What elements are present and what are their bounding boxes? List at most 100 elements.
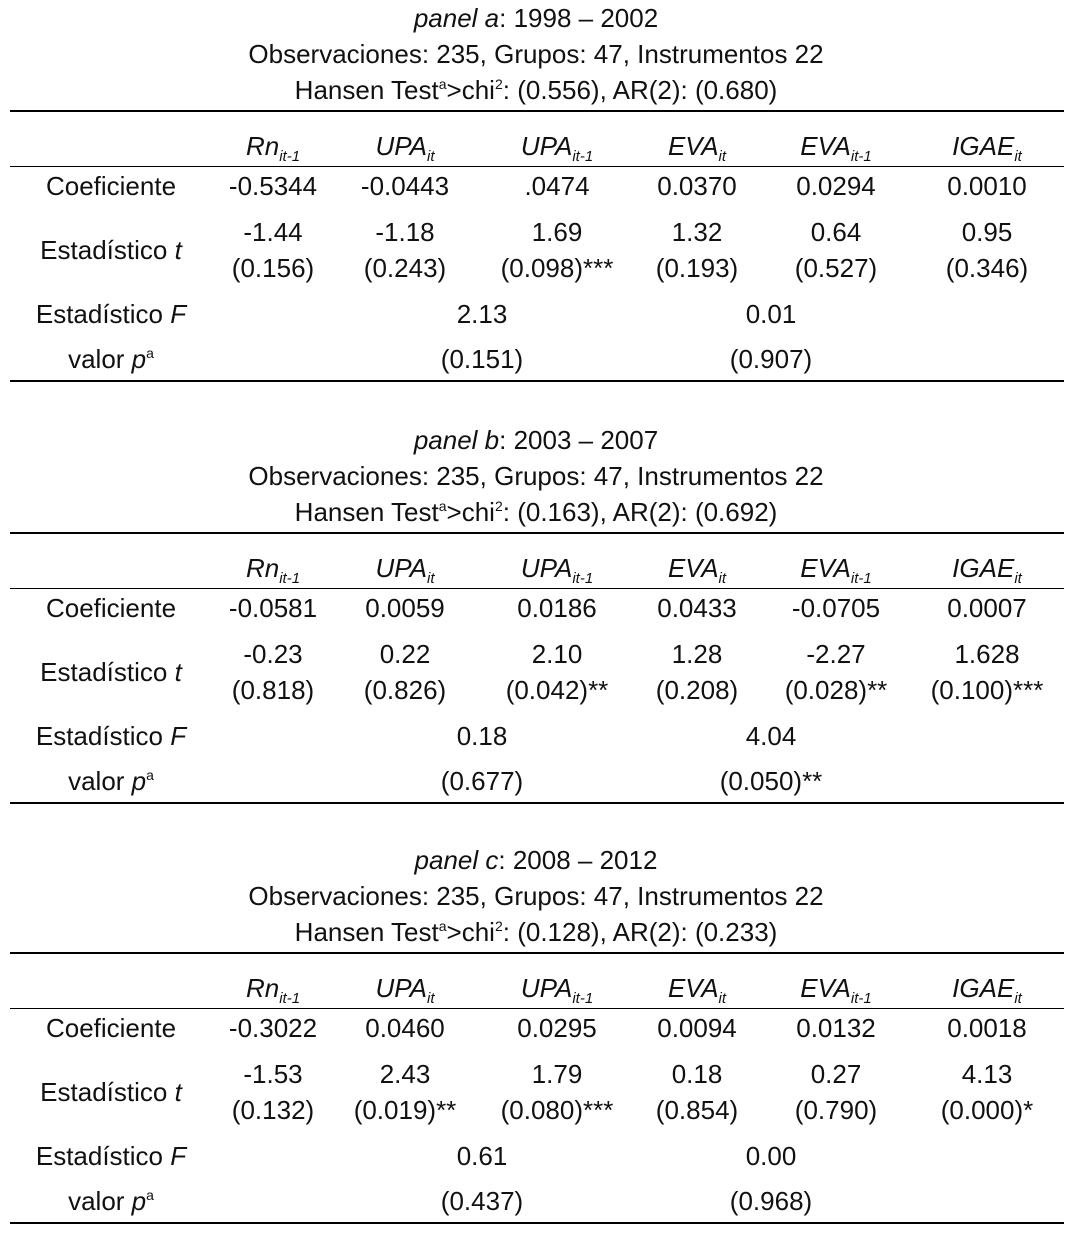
hansen-line: Hansen Testa>chi2: (0.128), AR(2): (0.23…: [295, 917, 778, 947]
coef-cell: -0.3022: [228, 1013, 318, 1043]
hansen-label: Hansen Test: [294, 497, 439, 527]
column-header-var: IGAE: [952, 131, 1015, 161]
coef-cell: 0.0059: [365, 593, 445, 623]
f-stat-cell: 0.18: [456, 721, 508, 751]
coef-cell: 0.0433: [657, 593, 737, 623]
p-value-cell: (0.156): [231, 253, 315, 283]
p-value-cell: (0.098)***: [500, 253, 614, 283]
hansen-values: : (0.163), AR(2): (0.692): [502, 497, 778, 527]
column-header: UPAit-1: [521, 131, 593, 164]
row-label-pvalue: valor pa: [68, 344, 154, 374]
fstat-prefix: Estadístico: [35, 299, 171, 329]
column-header-sub: it: [427, 990, 435, 1007]
header-rule: [10, 588, 1064, 589]
header-rule: [10, 1008, 1064, 1009]
t-stat-cell: 2.10: [531, 639, 583, 669]
column-header-var: Rn: [245, 973, 280, 1003]
t-stat-cell: 1.28: [671, 639, 723, 669]
panel-title-years: : 1998 – 2002: [499, 3, 659, 33]
coef-cell: 0.0460: [365, 1013, 445, 1043]
t-stat-cell: 2.43: [379, 1059, 431, 1089]
f-pvalue-cell: (0.907): [729, 344, 813, 374]
column-header-var: EVA: [800, 973, 851, 1003]
p-value-cell: (0.243): [363, 253, 447, 283]
coef-cell: -0.0443: [360, 171, 450, 201]
f-stat-cell: 0.01: [745, 299, 797, 329]
coef-cell: -0.5344: [228, 171, 318, 201]
p-value-cell: (0.100)***: [930, 675, 1044, 705]
hansen-chi: >chi: [446, 917, 495, 947]
p-value-cell: (0.019)**: [353, 1095, 457, 1125]
p-value-cell: (0.208): [655, 675, 739, 705]
tstat-var: t: [174, 1077, 182, 1107]
panel-a: panel a: 1998 – 2002 Observaciones: 235, …: [0, 0, 1068, 400]
observations-line: Observaciones: 235, Grupos: 47, Instrume…: [248, 39, 824, 69]
column-header-var: EVA: [800, 131, 851, 161]
t-stat-cell: -1.44: [243, 217, 303, 247]
f-pvalue-cell: (0.968): [729, 1186, 813, 1216]
t-stat-cell: 0.64: [810, 217, 862, 247]
row-label-tstat: Estadístico t: [40, 235, 182, 265]
column-header: IGAEit: [952, 553, 1022, 586]
t-stat-cell: 1.69: [531, 217, 583, 247]
fstat-var: F: [170, 721, 187, 751]
f-stat-cell: 4.04: [745, 721, 797, 751]
t-stat-cell: 1.32: [671, 217, 723, 247]
p-value-cell: (0.790): [794, 1095, 878, 1125]
column-header-var: EVA: [800, 553, 851, 583]
column-header-var: UPA: [520, 973, 573, 1003]
bottom-rule: [10, 380, 1064, 382]
column-header: UPAit: [375, 131, 434, 164]
tstat-var: t: [174, 657, 182, 687]
pval-superscript: a: [146, 345, 154, 361]
observations-line: Observaciones: 235, Grupos: 47, Instrume…: [248, 881, 824, 911]
f-stat-cell: 0.61: [456, 1141, 508, 1171]
fstat-prefix: Estadístico: [35, 1141, 171, 1171]
column-header: UPAit: [375, 973, 434, 1006]
f-stat-cell: 2.13: [456, 299, 508, 329]
fstat-var: F: [170, 1141, 187, 1171]
row-label-pvalue: valor pa: [68, 1186, 154, 1216]
column-header: EVAit-1: [800, 131, 871, 164]
column-header: Rnit-1: [245, 973, 300, 1006]
p-value-cell: (0.000)*: [940, 1095, 1034, 1125]
hansen-label: Hansen Test: [294, 917, 439, 947]
coef-cell: 0.0132: [796, 1013, 876, 1043]
f-pvalue-cell: (0.151): [440, 344, 524, 374]
coef-cell: 0.0007: [947, 593, 1027, 623]
fstat-var: F: [170, 299, 187, 329]
pval-superscript: a: [146, 1187, 154, 1203]
row-label-fstat: Estadístico F: [36, 721, 186, 751]
row-label-pvalue: valor pa: [68, 766, 154, 796]
column-header-var: UPA: [375, 553, 428, 583]
panel-title: panel c: 2008 – 2012: [415, 845, 658, 875]
row-label-tstat: Estadístico t: [40, 657, 182, 687]
panel-title-years: : 2003 – 2007: [499, 425, 659, 455]
chi-superscript: 2: [494, 918, 503, 934]
coef-cell: -0.0581: [228, 593, 318, 623]
panel-title-name: panel b: [413, 425, 500, 455]
row-label-coef: Coeficiente: [45, 1013, 177, 1043]
hansen-superscript: a: [438, 498, 447, 514]
column-header-var: UPA: [375, 973, 428, 1003]
hansen-chi: >chi: [446, 75, 495, 105]
p-value-cell: (0.527): [794, 253, 878, 283]
p-value-cell: (0.818): [231, 675, 315, 705]
pval-var: p: [131, 766, 147, 796]
column-header: IGAEit: [952, 131, 1022, 164]
t-stat-cell: 4.13: [961, 1059, 1013, 1089]
hansen-values: : (0.556), AR(2): (0.680): [502, 75, 778, 105]
pval-superscript: a: [146, 767, 154, 783]
top-rule: [10, 110, 1064, 112]
pval-var: p: [131, 1186, 147, 1216]
column-header: EVAit: [668, 131, 726, 164]
column-header-sub: it-1: [572, 570, 594, 587]
bottom-rule: [10, 1222, 1064, 1224]
tstat-var: t: [174, 235, 182, 265]
panel-title: panel a: 1998 – 2002: [414, 3, 658, 33]
chi-superscript: 2: [494, 76, 503, 92]
hansen-label: Hansen Test: [294, 75, 439, 105]
p-value-cell: (0.826): [363, 675, 447, 705]
t-stat-cell: 1.79: [531, 1059, 583, 1089]
column-header-sub: it-1: [850, 570, 872, 587]
